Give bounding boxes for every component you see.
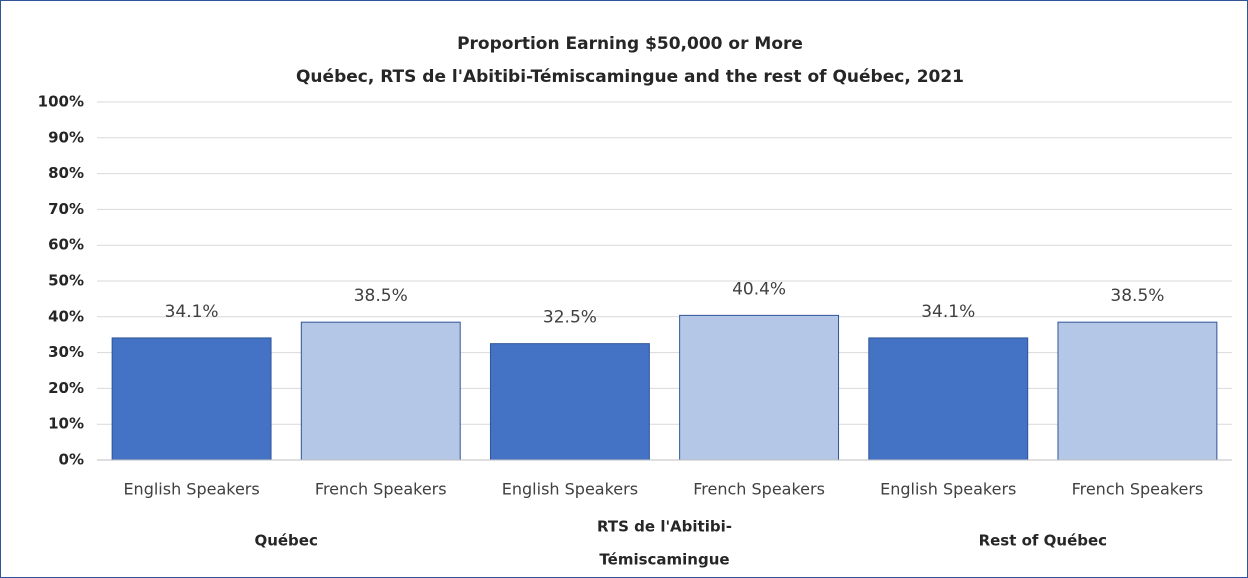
y-tick-label: 10% xyxy=(48,415,84,433)
y-tick-label: 100% xyxy=(38,93,84,111)
x-tick-label: English Speakers xyxy=(502,480,638,499)
chart-subtitle: Québec, RTS de l'Abitibi-Témiscamingue a… xyxy=(296,67,964,87)
value-label: 34.1% xyxy=(921,302,975,322)
value-label: 40.4% xyxy=(732,279,786,299)
bar xyxy=(679,314,840,461)
x-tick-label: English Speakers xyxy=(880,480,1016,499)
x-tick-label: French Speakers xyxy=(693,480,825,499)
x-tick-label: English Speakers xyxy=(123,480,259,499)
y-tick-label: 20% xyxy=(48,379,84,397)
y-tick-label: 30% xyxy=(48,343,84,361)
bar xyxy=(300,321,461,461)
chart-title: Proportion Earning $50,000 or More xyxy=(457,34,803,54)
group-label: Rest of Québec xyxy=(979,532,1108,550)
bar xyxy=(489,343,650,461)
y-tick-label: 70% xyxy=(48,200,84,218)
y-tick-label: 40% xyxy=(48,307,84,325)
y-tick-label: 60% xyxy=(48,236,84,254)
group-label: RTS de l'Abitibi- xyxy=(597,518,732,536)
x-tick-label: French Speakers xyxy=(1072,480,1204,499)
value-label: 34.1% xyxy=(165,302,219,322)
group-label: Québec xyxy=(254,532,317,550)
value-label: 38.5% xyxy=(1110,286,1164,306)
y-tick-label: 80% xyxy=(48,164,84,182)
bar xyxy=(1057,321,1218,461)
bar xyxy=(111,337,272,461)
value-label: 32.5% xyxy=(543,308,597,328)
y-tick-label: 0% xyxy=(59,451,84,469)
bar xyxy=(868,337,1029,461)
group-label: Témiscamingue xyxy=(599,551,729,569)
x-tick-label: French Speakers xyxy=(315,480,447,499)
y-tick-label: 50% xyxy=(48,272,84,290)
value-label: 38.5% xyxy=(354,286,408,306)
y-tick-label: 90% xyxy=(48,128,84,146)
